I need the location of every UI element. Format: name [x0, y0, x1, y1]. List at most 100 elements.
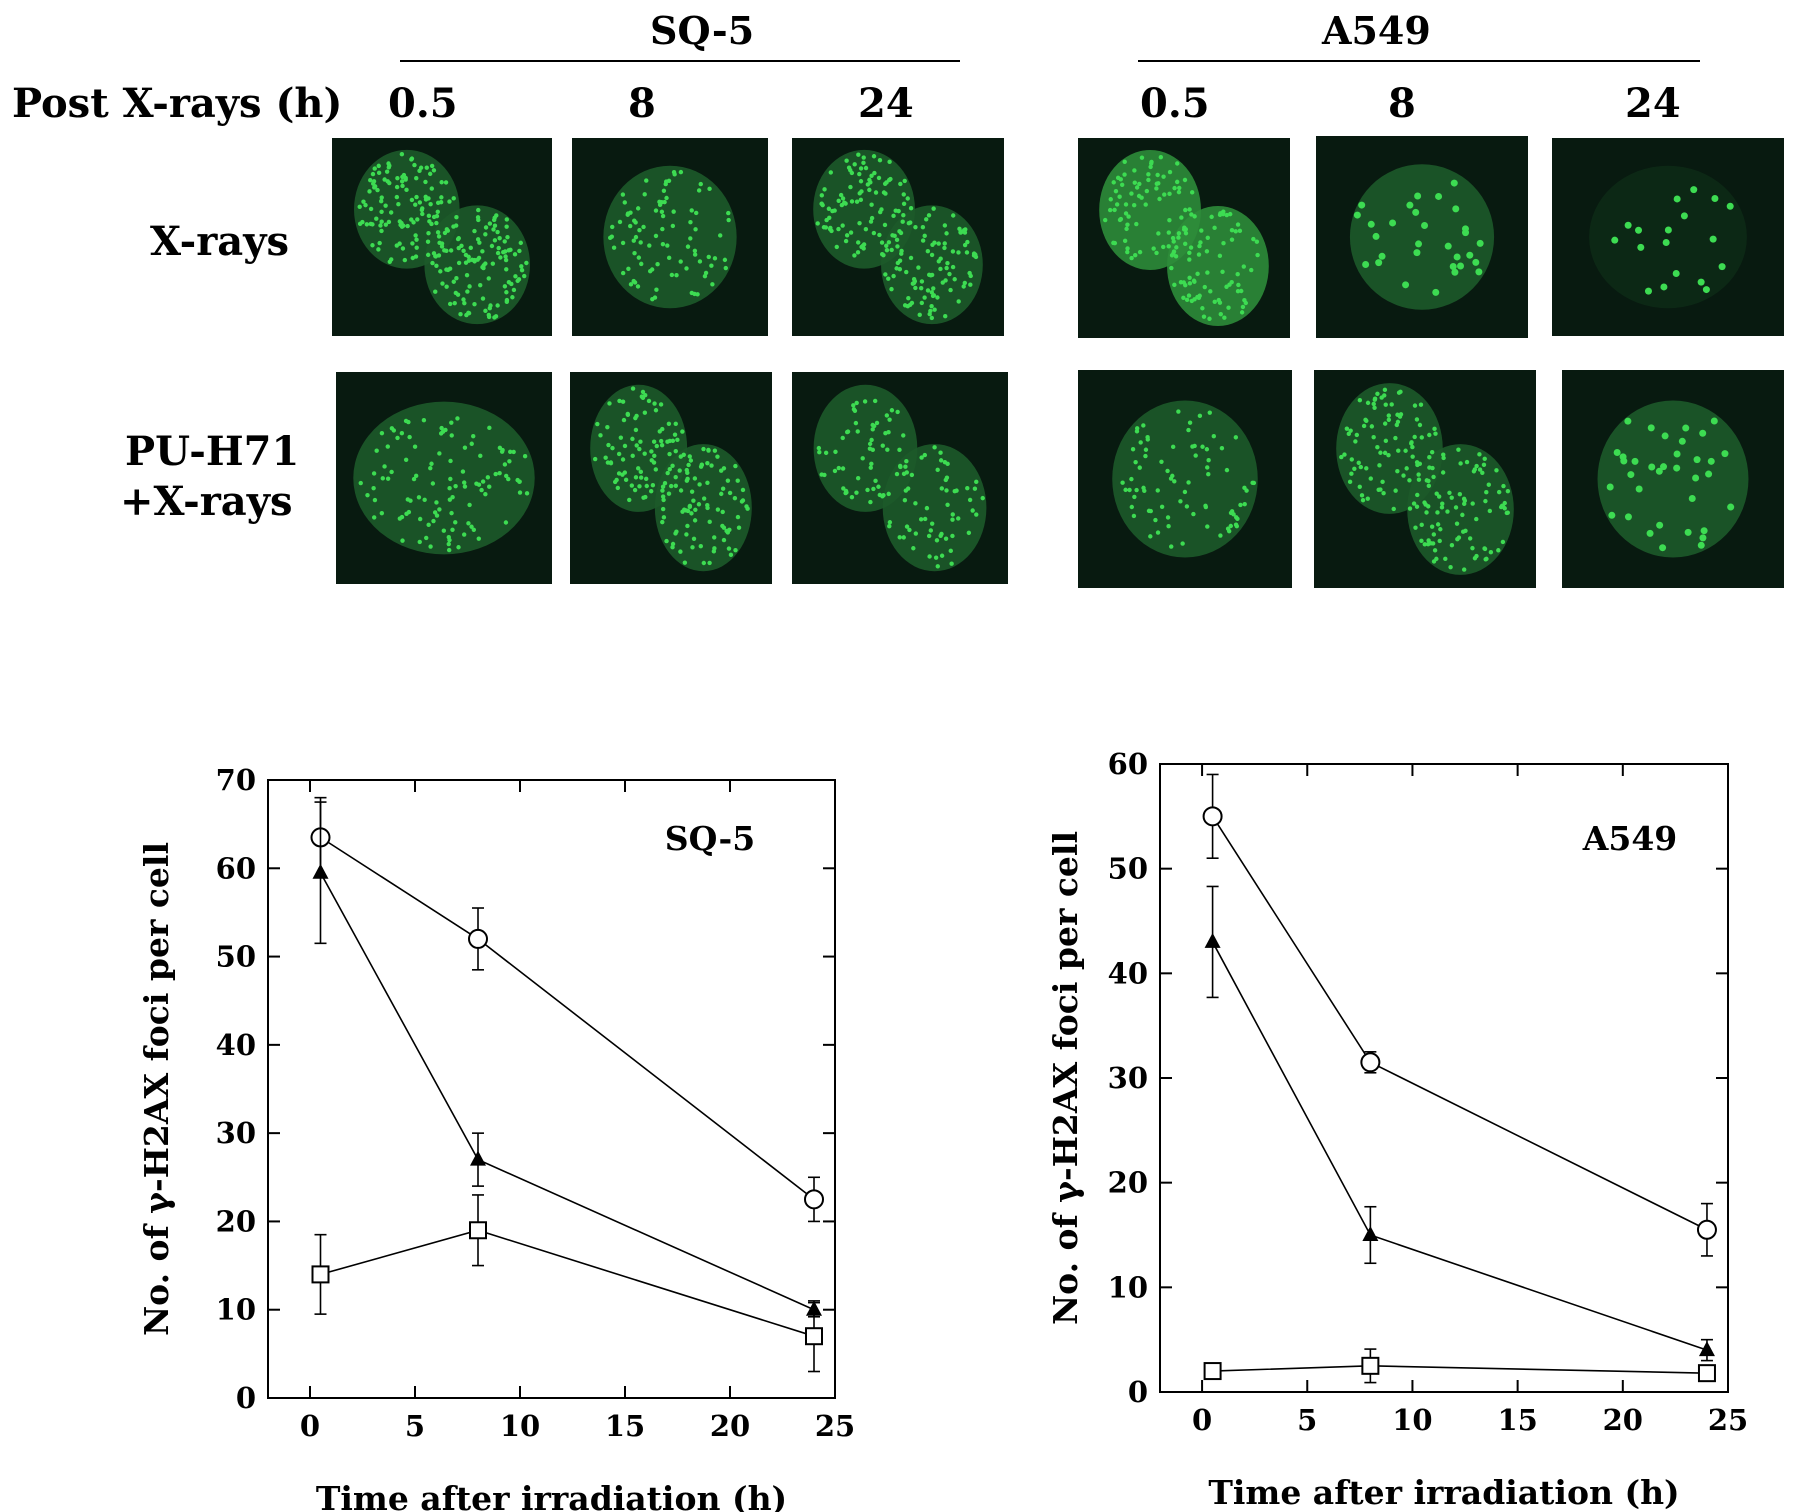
y-axis-label: No. of γ-H2AX foci per cell: [137, 842, 176, 1336]
focus-dot: [383, 203, 388, 208]
focus-dot: [1158, 154, 1164, 160]
focus-dot: [452, 300, 457, 306]
focus-dot: [1173, 254, 1179, 259]
focus-dot: [1165, 468, 1170, 474]
focus-dot: [1102, 217, 1108, 223]
focus-dot: [417, 539, 422, 545]
time-point-sq5-24: 24: [858, 80, 914, 127]
focus-dot: [938, 458, 944, 463]
focus-dot: [869, 461, 874, 467]
focus-dot: [1627, 471, 1635, 479]
y-tick-label: 30: [216, 1116, 256, 1150]
focus-dot: [1445, 509, 1450, 514]
focus-dot: [816, 445, 822, 451]
focus-dot: [1682, 424, 1690, 432]
focus-dot: [721, 525, 727, 530]
focus-dot: [638, 475, 644, 480]
focus-dot: [429, 163, 435, 169]
focus-dot: [720, 486, 726, 491]
focus-dot: [646, 398, 652, 404]
focus-dot: [1353, 211, 1361, 219]
data-point-circle: [1360, 1052, 1381, 1073]
focus-dot: [410, 241, 415, 246]
x-tick-label: 20: [1603, 1403, 1643, 1437]
focus-dot: [448, 248, 454, 253]
focus-dot: [1176, 231, 1182, 236]
focus-dot: [1218, 533, 1223, 538]
focus-dot: [1461, 496, 1467, 502]
focus-dot: [935, 295, 940, 300]
focus-dot: [680, 509, 685, 514]
focus-dot: [1237, 228, 1243, 234]
focus-dot: [653, 233, 659, 239]
focus-dot: [1371, 434, 1376, 440]
focus-dot: [413, 233, 418, 238]
focus-dot: [1461, 567, 1467, 572]
focus-dot: [522, 273, 527, 279]
focus-dot: [1429, 524, 1435, 529]
focus-dot: [1198, 240, 1203, 245]
focus-dot: [926, 533, 932, 539]
focus-dot: [1217, 253, 1223, 259]
focus-dot: [1449, 542, 1455, 548]
focus-dot: [1697, 541, 1705, 549]
focus-dot: [620, 457, 626, 462]
focus-dot: [1382, 450, 1388, 456]
focus-dot: [639, 261, 644, 267]
focus-dot: [1218, 311, 1223, 317]
focus-dot: [934, 538, 940, 543]
nucleus-shape: [353, 401, 535, 555]
focus-dot: [1426, 504, 1431, 509]
focus-dot: [1204, 249, 1210, 254]
focus-dot: [503, 257, 509, 263]
focus-dot: [889, 286, 894, 292]
focus-dot: [637, 446, 642, 452]
focus-dot: [419, 207, 425, 213]
focus-dot: [443, 180, 449, 185]
focus-dot: [1438, 527, 1443, 532]
focus-dot: [1117, 194, 1122, 199]
focus-dot: [1624, 513, 1632, 521]
focus-dot: [1125, 249, 1130, 255]
focus-dot: [1673, 450, 1681, 458]
focus-dot: [1466, 251, 1474, 259]
focus-dot: [399, 220, 404, 226]
focus-dot: [439, 180, 444, 185]
focus-dot: [363, 202, 368, 208]
focus-dot: [427, 219, 432, 224]
focus-dot: [377, 240, 382, 246]
focus-dot: [684, 467, 689, 473]
focus-dot: [1382, 387, 1388, 393]
x-tick-label: 10: [1392, 1403, 1432, 1437]
focus-dot: [447, 497, 453, 502]
focus-dot: [1143, 447, 1149, 452]
focus-dot: [1372, 232, 1380, 240]
focus-dot: [840, 223, 845, 228]
focus-dot: [660, 494, 666, 499]
plot-frame: [267, 779, 836, 1399]
focus-dot: [692, 252, 698, 257]
focus-dot: [832, 468, 838, 474]
focus-dot: [1727, 503, 1735, 511]
focus-dot: [660, 519, 665, 525]
focus-dot: [936, 241, 941, 246]
focus-dot: [877, 492, 883, 498]
focus-dot: [503, 254, 508, 259]
focus-dot: [480, 296, 486, 301]
focus-dot: [1414, 192, 1422, 200]
focus-dot: [1224, 212, 1229, 218]
focus-dot: [382, 464, 387, 469]
focus-dot: [879, 252, 885, 257]
focus-dot: [504, 473, 509, 479]
x-tick-label: 0: [1192, 1403, 1212, 1437]
focus-dot: [1365, 496, 1370, 501]
focus-dot: [1359, 493, 1365, 498]
focus-dot: [1684, 528, 1692, 536]
focus-dot: [361, 199, 366, 204]
focus-dot: [1122, 172, 1127, 177]
focus-dot: [1449, 263, 1457, 271]
focus-dot: [882, 222, 888, 228]
focus-dot: [1660, 463, 1668, 471]
focus-dot: [1414, 417, 1420, 422]
focus-dot: [1227, 282, 1232, 287]
